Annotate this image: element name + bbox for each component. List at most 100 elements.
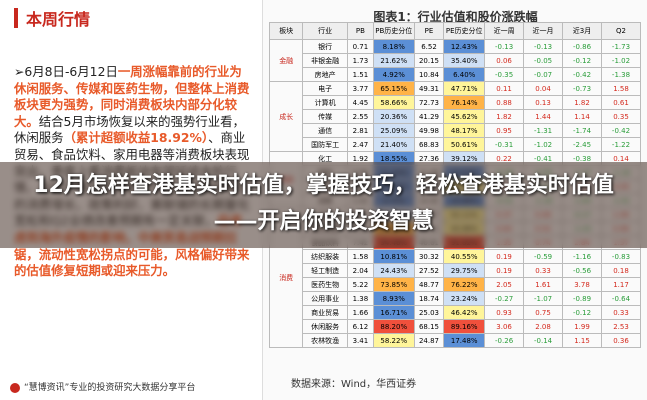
cell: 40.55% (443, 249, 486, 264)
cell: 电子 (302, 81, 348, 96)
table-row: 国防军工 2.47 21.40% 68.83 50.61% -0.31 -1.02 -2.45… (270, 137, 642, 152)
cell: -0.73 (562, 81, 602, 96)
cell: 公用事业 (302, 291, 348, 306)
cell: 2.08 (523, 319, 564, 334)
cell: 1.61 (523, 277, 564, 292)
table-row: 通信 2.81 25.09% 49.98 48.17% 0.95 -1.31 -1.74 -0.… (270, 123, 642, 138)
cell: 0.88 (484, 95, 525, 110)
cell: 35.40% (443, 53, 486, 68)
overlay-title: 12月怎样查港基实时估值，掌握技巧，轻松查港基实时估值——开启你的投资智慧 (33, 173, 614, 234)
cell: 89.16% (443, 319, 486, 334)
cell: 2.04 (346, 263, 374, 278)
cell: 25.03 (413, 305, 445, 320)
cell: 76.22% (443, 277, 486, 292)
cell: -0.07 (523, 67, 564, 82)
sector-cell: 金融 (268, 39, 304, 82)
cell: 计算机 (302, 95, 348, 110)
cell: 68.15 (413, 319, 445, 334)
footer: “慧博资讯”专业的投资研究大数据分享平台 (10, 380, 195, 393)
header-cell: 行业 (302, 22, 348, 40)
cell: 17.48% (443, 333, 486, 348)
cell: -0.13 (484, 39, 525, 54)
cell: 3.78 (562, 277, 602, 292)
cell: 纺织服装 (302, 249, 348, 264)
cell: 1.44 (523, 109, 564, 124)
table-row: 商业贸易 1.66 16.71% 25.03 46.42% 0.93 0.75 -0.12 0.… (270, 305, 642, 320)
cell: -0.42 (562, 67, 602, 82)
cell: -1.73 (600, 39, 642, 54)
cell: 4.45 (346, 95, 374, 110)
text-segment: 6月8日-6月12日 (24, 64, 118, 79)
cell: 1.82 (484, 109, 525, 124)
cell: -0.56 (562, 263, 602, 278)
cell: -0.12 (562, 305, 602, 320)
cell: 41.29 (413, 109, 445, 124)
cell: -1.02 (523, 137, 564, 152)
cell: 0.13 (523, 95, 564, 110)
cell: 1.73 (346, 53, 374, 68)
cell: 3.41 (346, 333, 374, 348)
cell: -1.22 (600, 137, 642, 152)
header-cell: PB (346, 22, 374, 40)
cell: 6.52 (413, 39, 445, 54)
cell: 0.18 (600, 263, 642, 278)
cell: 2.81 (346, 123, 374, 138)
cell: 1.14 (562, 109, 602, 124)
cell: 50.61% (443, 137, 486, 152)
cell: 轻工制造 (302, 263, 348, 278)
table-row: 房地产 1.51 4.92% 10.84 6.40% -0.35 -0.07 -0.42 -1.… (270, 67, 642, 82)
cell: 16.71% (372, 305, 415, 320)
cell: 6.40% (443, 67, 486, 82)
cell: 0.36 (600, 333, 642, 348)
header: 本周行情 (0, 0, 262, 30)
cell: 0.19 (484, 263, 525, 278)
table-row: 成长 电子 3.77 65.15% 49.31 47.71% 0.11 0.04 -0.73 1.… (268, 81, 642, 152)
cell: 24.87 (413, 333, 445, 348)
cell: 0.61 (600, 95, 642, 110)
cell: 72.73 (413, 95, 445, 110)
table-row: 金融 银行 0.71 8.18% 6.52 12.43% -0.13 -0.13 -0.86 -1… (268, 39, 642, 82)
cell: 1.17 (600, 277, 642, 292)
cell: -1.31 (523, 123, 564, 138)
cell: -1.16 (562, 249, 602, 264)
cell: 0.35 (600, 109, 642, 124)
cell: 29.75% (443, 263, 486, 278)
cell: 76.14% (443, 95, 486, 110)
cell: 49.31 (413, 81, 445, 96)
cell: 医药生物 (302, 277, 348, 292)
header-cell: 近一月 (523, 22, 564, 40)
cell: 国防军工 (302, 137, 348, 152)
cell: 1.66 (346, 305, 374, 320)
cell: 0.19 (484, 249, 525, 264)
cell: -0.89 (562, 291, 602, 306)
cell: 25.09% (372, 123, 415, 138)
sector-cell: 成长 (268, 81, 304, 152)
cell: 8.18% (372, 39, 415, 54)
cell: 68.83 (413, 137, 445, 152)
overlay: 12月怎样查港基实时估值，掌握技巧，轻松查港基实时估值——开启你的投资智慧 (0, 162, 647, 248)
text-segment: 一周涨幅靠前的行业为休闲服务、传媒和医药生物，但整体上消费板块更为强势，同时消费… (14, 64, 250, 129)
cell: 2.05 (484, 277, 525, 292)
cell: 休闲服务 (302, 319, 348, 334)
cell: 0.11 (484, 81, 525, 96)
cell: 1.58 (346, 249, 374, 264)
cell: 65.15% (372, 81, 415, 96)
cell: 45.62% (443, 109, 486, 124)
title: 本周行情 (26, 10, 91, 29)
cell: 传媒 (302, 109, 348, 124)
cell: -0.12 (562, 53, 602, 68)
cell: 0.95 (484, 123, 525, 138)
cell: -0.42 (600, 123, 642, 138)
cell: 21.40% (372, 137, 415, 152)
cell: -0.31 (484, 137, 525, 152)
cell: -0.83 (600, 249, 642, 264)
cell: -1.07 (523, 291, 564, 306)
cell: 23.24% (443, 291, 486, 306)
cell: 1.82 (562, 95, 602, 110)
cell: -0.64 (600, 291, 642, 306)
cell: 2.53 (600, 319, 642, 334)
cell: -0.86 (562, 39, 602, 54)
text-segment: （累计超额收益18.92%） (63, 130, 209, 146)
cell: -1.02 (600, 53, 642, 68)
cell: 6.12 (346, 319, 374, 334)
